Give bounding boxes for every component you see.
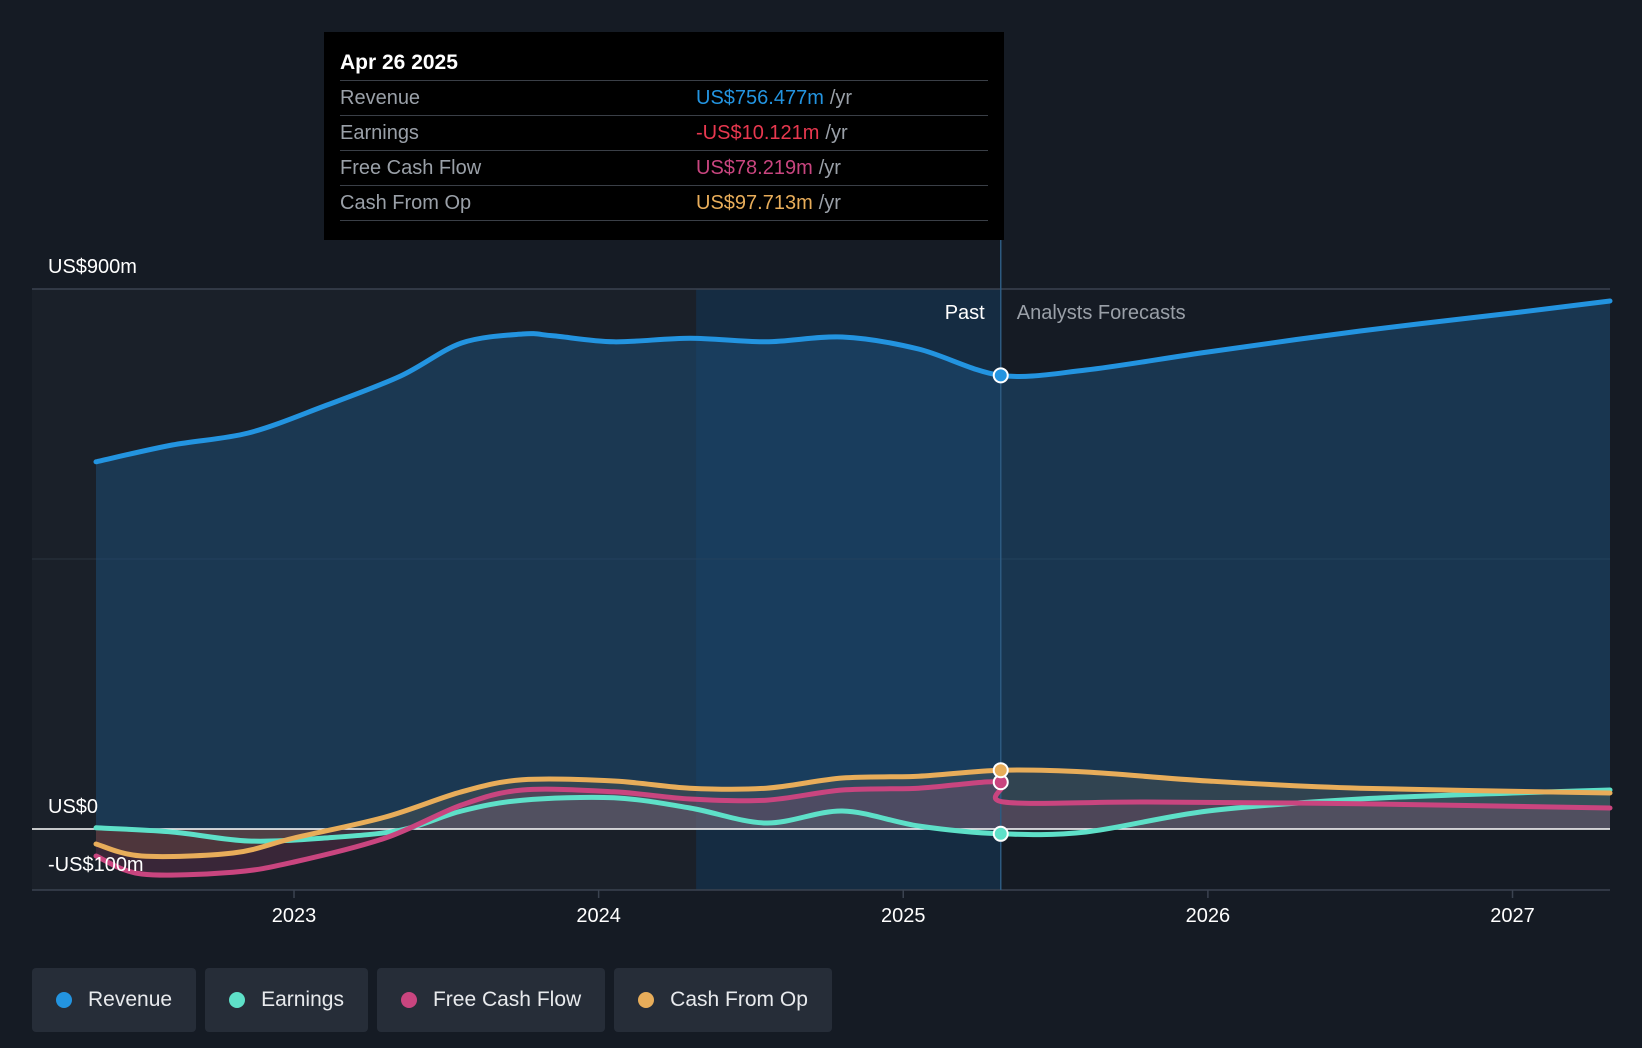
legend-label: Free Cash Flow: [432, 988, 582, 1011]
tooltip-value: -US$10.121m: [696, 122, 820, 144]
marker-cash-from-op: [992, 762, 1009, 779]
x-tick-label: 2026: [1186, 905, 1231, 927]
series-line-revenue: [93, 298, 1613, 465]
legend-label: Revenue: [88, 988, 173, 1011]
tooltip-label: Revenue: [340, 87, 421, 109]
legend-dot-icon: [400, 992, 417, 1008]
x-tick-label: 2025: [881, 905, 926, 927]
legend-dot-icon: [229, 992, 246, 1008]
tooltip-row-revenue: Revenue US$756.477m /yr: [340, 80, 988, 115]
x-tick-label: 2023: [272, 905, 317, 927]
tooltip-unit: /yr: [818, 192, 841, 214]
y-tick-label-zero: US$0: [48, 796, 98, 818]
legend-item-free-cash-flow[interactable]: Free Cash Flow: [376, 968, 606, 1032]
series-line-cash-from-op: [93, 767, 1613, 860]
legend: Revenue Earnings Free Cash Flow Cash Fro…: [32, 968, 832, 1032]
area-revenue: [96, 301, 1610, 829]
y-tick-label-bottom: -US$100m: [48, 854, 144, 876]
tooltip-unit: /yr: [825, 122, 848, 144]
x-tick-label: 2024: [576, 905, 621, 927]
tooltip-row-free-cash-flow: Free Cash Flow US$78.219m /yr: [340, 150, 988, 185]
tooltip-value: US$78.219m: [696, 157, 813, 179]
tooltip-row-earnings: Earnings -US$10.121m /yr: [340, 115, 988, 150]
tooltip-unit: /yr: [829, 87, 853, 109]
marker-revenue: [992, 367, 1009, 384]
y-tick-label-top: US$900m: [48, 256, 137, 278]
tooltip-value: US$756.477m: [696, 87, 824, 109]
legend-item-earnings[interactable]: Earnings: [205, 968, 368, 1032]
tooltip-value: US$97.713m: [696, 192, 813, 214]
tooltip: Apr 26 2025 Revenue US$756.477m /yr Earn…: [324, 32, 1004, 240]
marker-earnings: [992, 825, 1009, 842]
series-line-free-cash-flow: [93, 779, 1613, 878]
legend-label: Earnings: [261, 988, 344, 1011]
tooltip-row-cash-from-op: Cash From Op US$97.713m /yr: [340, 185, 988, 221]
legend-label: Cash From Op: [670, 988, 808, 1011]
forecast-label: Analysts Forecasts: [1017, 302, 1186, 324]
past-label: Past: [945, 302, 985, 324]
legend-item-cash-from-op[interactable]: Cash From Op: [614, 968, 832, 1032]
tooltip-unit: /yr: [818, 157, 841, 179]
tooltip-label: Free Cash Flow: [340, 157, 482, 179]
tooltip-label: Earnings: [340, 122, 419, 144]
tooltip-label: Cash From Op: [340, 192, 472, 214]
legend-item-revenue[interactable]: Revenue: [32, 968, 197, 1032]
legend-dot-icon: [56, 992, 72, 1008]
x-tick-label: 2027: [1490, 905, 1535, 927]
tooltip-date: Apr 26 2025: [340, 51, 458, 74]
legend-dot-icon: [638, 992, 655, 1008]
